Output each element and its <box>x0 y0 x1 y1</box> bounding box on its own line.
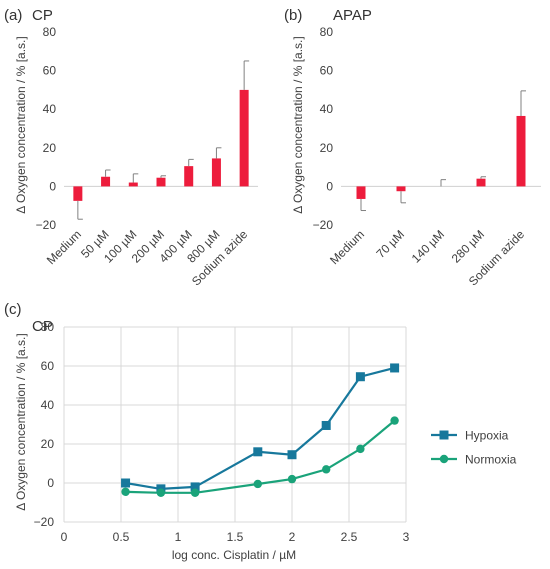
panel-a-y-tick-label: 40 <box>43 102 57 116</box>
data-point-normoxia <box>322 465 331 474</box>
panel-c-x-tick-label: 2 <box>289 530 296 544</box>
data-point-hypoxia <box>253 447 263 457</box>
panel-b-label: (b) <box>284 7 302 24</box>
panel-a-bar <box>101 176 111 187</box>
panel-c-x-axis-label: log conc. Cisplatin / µM <box>172 548 296 562</box>
data-point-hypoxia <box>355 372 365 382</box>
panel-c-title: CP <box>32 318 53 335</box>
series-line-normoxia <box>125 419 396 494</box>
panel-c-y-axis-label: Δ Oxygen concentration / % [a.s.] <box>14 333 28 510</box>
panel-c-y-tick-label: 0 <box>47 476 54 490</box>
legend-label-normoxia: Normoxia <box>465 453 517 467</box>
panel-c-y-tick-label: −20 <box>34 515 55 529</box>
panel-c-y-tick-label: 80 <box>41 320 55 334</box>
panel-a-bar <box>239 89 249 187</box>
panel-a-bar <box>73 186 83 201</box>
panel-a-label: (a) <box>4 7 22 24</box>
panel-a-y-tick-label: 60 <box>43 64 57 78</box>
data-point-normoxia <box>121 487 130 496</box>
panel-a-bar <box>211 158 221 187</box>
panel-b-y-tick-label: 40 <box>320 102 334 116</box>
legend-marker-hypoxia <box>439 430 449 440</box>
panel-c-x-tick-label: 3 <box>403 530 410 544</box>
panel-b-bar <box>476 178 486 187</box>
panel-b-bar <box>396 186 406 192</box>
panel-a-y-axis-label: Δ Oxygen concentration / % [a.s.] <box>14 36 28 213</box>
panel-c-y-tick-label: 20 <box>41 437 55 451</box>
data-point-normoxia <box>356 444 365 454</box>
panel-b-y-tick-label: −20 <box>313 218 334 232</box>
data-point-hypoxia <box>321 420 331 430</box>
panel-a-y-tick-label: 20 <box>43 141 57 155</box>
panel-c-x-tick-label: 0.5 <box>113 530 130 544</box>
data-point-hypoxia <box>190 482 200 492</box>
panel-c-y-tick-label: 40 <box>41 398 55 412</box>
data-point-normoxia <box>253 479 262 489</box>
legend-label-hypoxia: Hypoxia <box>465 429 509 443</box>
panel-c: (c) CP Δ Oxygen concentration / % [a.s.]… <box>4 301 517 562</box>
panel-a-y-tick-label: 0 <box>49 179 56 193</box>
panel-b-category-label: 280 µM <box>449 227 487 265</box>
panel-b-y-tick-label: 0 <box>326 179 333 193</box>
legend-marker-normoxia <box>439 454 449 464</box>
series-line-hypoxia <box>125 366 395 491</box>
panel-a-title: CP <box>32 7 53 24</box>
panel-a-y-tick-label: −20 <box>36 218 57 232</box>
data-point-normoxia <box>287 474 297 484</box>
panel-b: (b) APAP Δ Oxygen concentration / % [a.s… <box>284 7 541 289</box>
data-point-hypoxia <box>121 478 131 488</box>
data-point-normoxia <box>156 488 166 497</box>
panel-c-x-tick-label: 1.5 <box>227 530 244 544</box>
panel-b-category-label: 140 µM <box>409 227 447 265</box>
panel-b-y-axis-label: Δ Oxygen concentration / % [a.s.] <box>291 36 305 213</box>
panel-a: (a) CP Δ Oxygen concentration / % [a.s.]… <box>4 7 258 289</box>
panel-b-y-tick-label: 60 <box>320 64 334 78</box>
data-point-normoxia <box>190 488 200 497</box>
panel-a-bar <box>156 177 166 187</box>
panel-c-y-tick-label: 60 <box>41 359 55 373</box>
panel-c-label: (c) <box>4 301 22 318</box>
panel-a-y-tick-label: 80 <box>43 25 57 39</box>
panel-b-bar <box>516 115 526 187</box>
panel-c-x-tick-label: 2.5 <box>341 530 358 544</box>
panel-a-bar <box>128 182 138 187</box>
panel-b-y-tick-label: 20 <box>320 141 334 155</box>
panel-b-y-tick-label: 80 <box>320 25 334 39</box>
panel-b-bar <box>356 186 366 199</box>
data-point-hypoxia <box>390 363 400 373</box>
data-point-normoxia <box>390 416 399 425</box>
panel-b-category-label: 70 µM <box>373 227 407 261</box>
panel-b-category-label: Medium <box>327 227 367 267</box>
panel-a-category-label: Medium <box>44 227 84 267</box>
panel-b-title: APAP <box>333 7 372 24</box>
panel-c-x-tick-label: 0 <box>61 530 68 544</box>
panel-a-bar <box>184 166 194 187</box>
data-point-hypoxia <box>287 450 297 460</box>
panel-c-x-tick-label: 1 <box>175 530 182 544</box>
